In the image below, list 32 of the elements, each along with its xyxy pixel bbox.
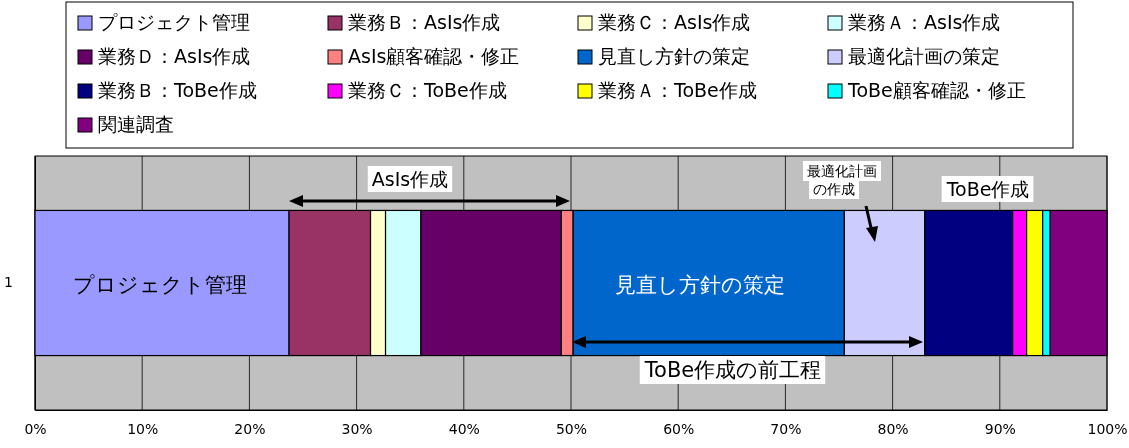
y-tick-label: 1 [4,274,13,291]
text: の作成 [813,181,855,197]
legend-label: 業務Ｂ：ToBe作成 [98,79,257,101]
legend-label: 業務Ａ：AsIs作成 [848,11,1001,33]
legend-label: 業務Ｃ：ToBe作成 [348,79,507,101]
legend-label: ToBe顧客確認・修正 [847,79,1026,101]
text: ToBe作成の前工程 [643,358,822,382]
legend-label: 業務Ｄ：AsIs作成 [98,45,251,67]
x-tick-label: 60% [663,420,695,437]
annotation: プロジェクト管理 [73,273,247,297]
x-tick-label: 70% [770,420,802,437]
text: 最適化計画 [807,163,877,179]
legend-label: 最適化計画の策定 [848,45,1000,67]
x-tick-label: 10% [127,420,159,437]
annotation: 見直し方針の策定 [615,273,785,297]
text: ToBe作成 [945,178,1030,200]
text: AsIs作成 [371,168,449,190]
x-tick-label: 100% [1087,420,1128,437]
x-tick-label: 20% [234,420,266,437]
legend-label: AsIs顧客確認・修正 [348,45,520,67]
legend-label: 関連調査 [98,113,174,135]
legend-label: プロジェクト管理 [98,11,250,33]
legend-label: 業務Ｃ：AsIs作成 [598,11,751,33]
legend-label: 業務Ａ：ToBe作成 [598,79,757,101]
x-tick-label: 0% [24,420,47,437]
x-tick-label: 80% [877,420,909,437]
legend-label: 見直し方針の策定 [598,45,750,67]
x-tick-label: 90% [984,420,1016,437]
x-tick-label: 40% [448,420,480,437]
x-tick-label: 50% [555,420,588,437]
x-tick-label: 30% [341,420,373,437]
legend-label: 業務Ｂ：AsIs作成 [348,11,501,33]
